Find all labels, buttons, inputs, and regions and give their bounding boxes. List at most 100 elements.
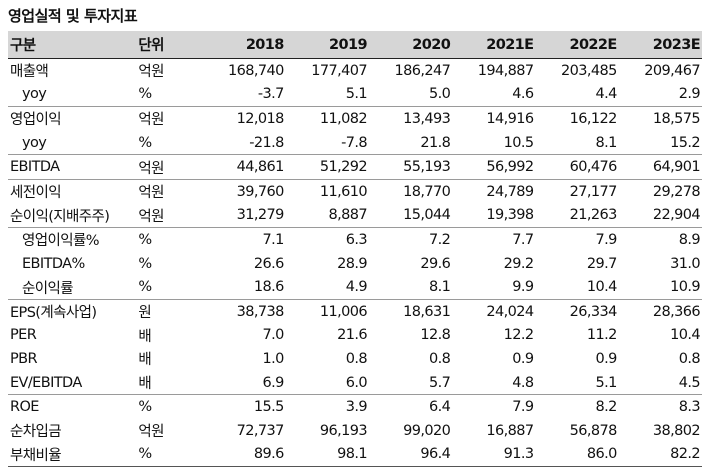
value-cell: 8.2 (535, 394, 619, 419)
row-unit: % (138, 255, 152, 272)
table-row: EPS(계속사업) 원 38,738 11,006 18,631 24,024 26,334… (8, 298, 702, 324)
value-cell: 21.8 (420, 134, 451, 151)
value-cell: 31,279 (236, 207, 285, 224)
value-cell: 203,485 (560, 62, 617, 79)
row-label: 매출액 (10, 64, 49, 81)
header-label: 구분 (8, 31, 137, 59)
table-body: 매출액 억원 168,740 177,407 186,247 194,887 203,485… (8, 59, 702, 467)
value-cell: 8.9 (618, 227, 702, 252)
row-label: EBITDA% (22, 255, 85, 272)
value-cell: 15,044 (403, 207, 451, 224)
value-cell: 51,292 (285, 154, 370, 180)
value-cell: 82.2 (618, 442, 702, 467)
value-cell: 89.6 (202, 442, 286, 467)
row-label: 영업이익 (8, 106, 137, 131)
value-cell: 64,901 (618, 154, 702, 180)
value-cell: 10.4 (670, 327, 700, 344)
value-cell: 177,407 (311, 62, 368, 79)
row-unit: % (138, 86, 152, 103)
value-cell: -3.7 (257, 86, 285, 103)
header-year: 2019 (285, 31, 370, 59)
row-unit: % (138, 134, 152, 151)
value-cell: 19,398 (486, 207, 534, 224)
value-cell: 1.0 (262, 350, 285, 367)
value-cell: 96.4 (369, 442, 453, 467)
table-row: EBITDA 억원 44,861 51,292 55,193 56,992 60,476 64… (8, 154, 702, 180)
value-cell: 2.9 (678, 86, 701, 103)
row-label: EBITDA (8, 154, 137, 180)
value-cell: 13,493 (369, 106, 453, 131)
value-cell: 10.4 (586, 279, 617, 296)
value-cell: 26.6 (253, 255, 284, 272)
table-header: 구분 단위 2018 2019 2020 2021E 2022E 2023E (8, 31, 702, 59)
value-cell: 24,024 (452, 298, 536, 324)
value-cell: 0.9 (595, 350, 617, 367)
value-cell: 7.1 (202, 227, 286, 252)
value-cell: 7.2 (369, 227, 453, 252)
value-cell: 4.5 (678, 374, 701, 391)
value-cell: 11,610 (285, 178, 370, 204)
value-cell: 4.9 (345, 279, 368, 296)
value-cell: 22,904 (652, 207, 701, 224)
header-year: 2020 (369, 31, 453, 59)
value-cell: 99,020 (403, 422, 451, 439)
value-cell: 0.8 (345, 350, 368, 367)
table-title: 영업실적 및 투자지표 (8, 7, 138, 25)
value-cell: 21,263 (569, 207, 618, 224)
value-cell: 6.0 (345, 374, 368, 391)
value-cell: 55,193 (369, 154, 453, 180)
table-row: 순이익(지배주주) 억원 31,279 8,887 15,044 19,398 21,263… (8, 204, 702, 228)
row-unit: % (136, 442, 203, 467)
value-cell: 8.1 (595, 134, 617, 151)
value-cell: 28,366 (618, 298, 702, 324)
table-row: 순차입금 억원 72,737 96,193 99,020 16,887 56,878 38,8… (8, 419, 702, 443)
value-cell: 11.2 (586, 327, 617, 344)
value-cell: 39,760 (202, 178, 286, 204)
value-cell: 38,738 (202, 298, 286, 324)
value-cell: 4.6 (512, 86, 534, 103)
table-row: 매출액 억원 168,740 177,407 186,247 194,887 203,485… (8, 59, 702, 83)
row-unit: 억원 (136, 154, 203, 180)
value-cell: 96,193 (319, 422, 368, 439)
row-label: 순이익(지배주주) (10, 208, 110, 225)
header-year: 2021E (452, 31, 536, 59)
value-cell: 18,575 (618, 106, 702, 131)
value-cell: 7.0 (262, 327, 285, 344)
table-row: EV/EBITDA 배 6.9 6.0 5.7 4.8 5.1 4.5 (8, 371, 702, 395)
value-cell: 38,802 (652, 422, 701, 439)
value-cell: 12.2 (503, 327, 534, 344)
row-unit: 원 (136, 298, 203, 324)
row-unit: 배 (138, 328, 152, 345)
row-label: yoy (22, 86, 47, 103)
value-cell: 0.8 (428, 350, 451, 367)
row-unit: 억원 (136, 178, 203, 204)
value-cell: 27,177 (535, 178, 619, 204)
row-unit: % (138, 279, 152, 296)
value-cell: 16,887 (486, 422, 534, 439)
value-cell: 16,122 (535, 106, 619, 131)
row-label: ROE (8, 394, 137, 419)
value-cell: 12.8 (420, 327, 451, 344)
row-label: 순차입금 (10, 424, 62, 441)
row-unit: 배 (138, 376, 152, 393)
value-cell: 29.6 (420, 255, 451, 272)
value-cell: 11,006 (285, 298, 370, 324)
table-row: yoy% -3.7 5.1 5.0 4.6 4.4 2.9 (8, 83, 702, 107)
value-cell: 7.9 (452, 394, 536, 419)
row-label: 순이익률 (22, 280, 74, 297)
value-cell: 8,887 (328, 207, 368, 224)
value-cell: 29.7 (586, 255, 617, 272)
table-row: PER 배 7.0 21.6 12.8 12.2 11.2 10.4 (8, 324, 702, 348)
row-label: yoy (22, 134, 47, 151)
value-cell: 7.9 (535, 227, 619, 252)
row-unit: % (136, 394, 203, 419)
value-cell: 8.1 (428, 279, 451, 296)
row-label: 부채비율 (8, 442, 137, 467)
value-cell: 5.1 (345, 86, 368, 103)
value-cell: 24,789 (452, 178, 536, 204)
row-unit: 억원 (138, 424, 164, 441)
value-cell: 4.4 (595, 86, 617, 103)
value-cell: 0.8 (678, 350, 701, 367)
value-cell: 8.3 (618, 394, 702, 419)
header-row: 구분 단위 2018 2019 2020 2021E 2022E 2023E (8, 31, 702, 59)
